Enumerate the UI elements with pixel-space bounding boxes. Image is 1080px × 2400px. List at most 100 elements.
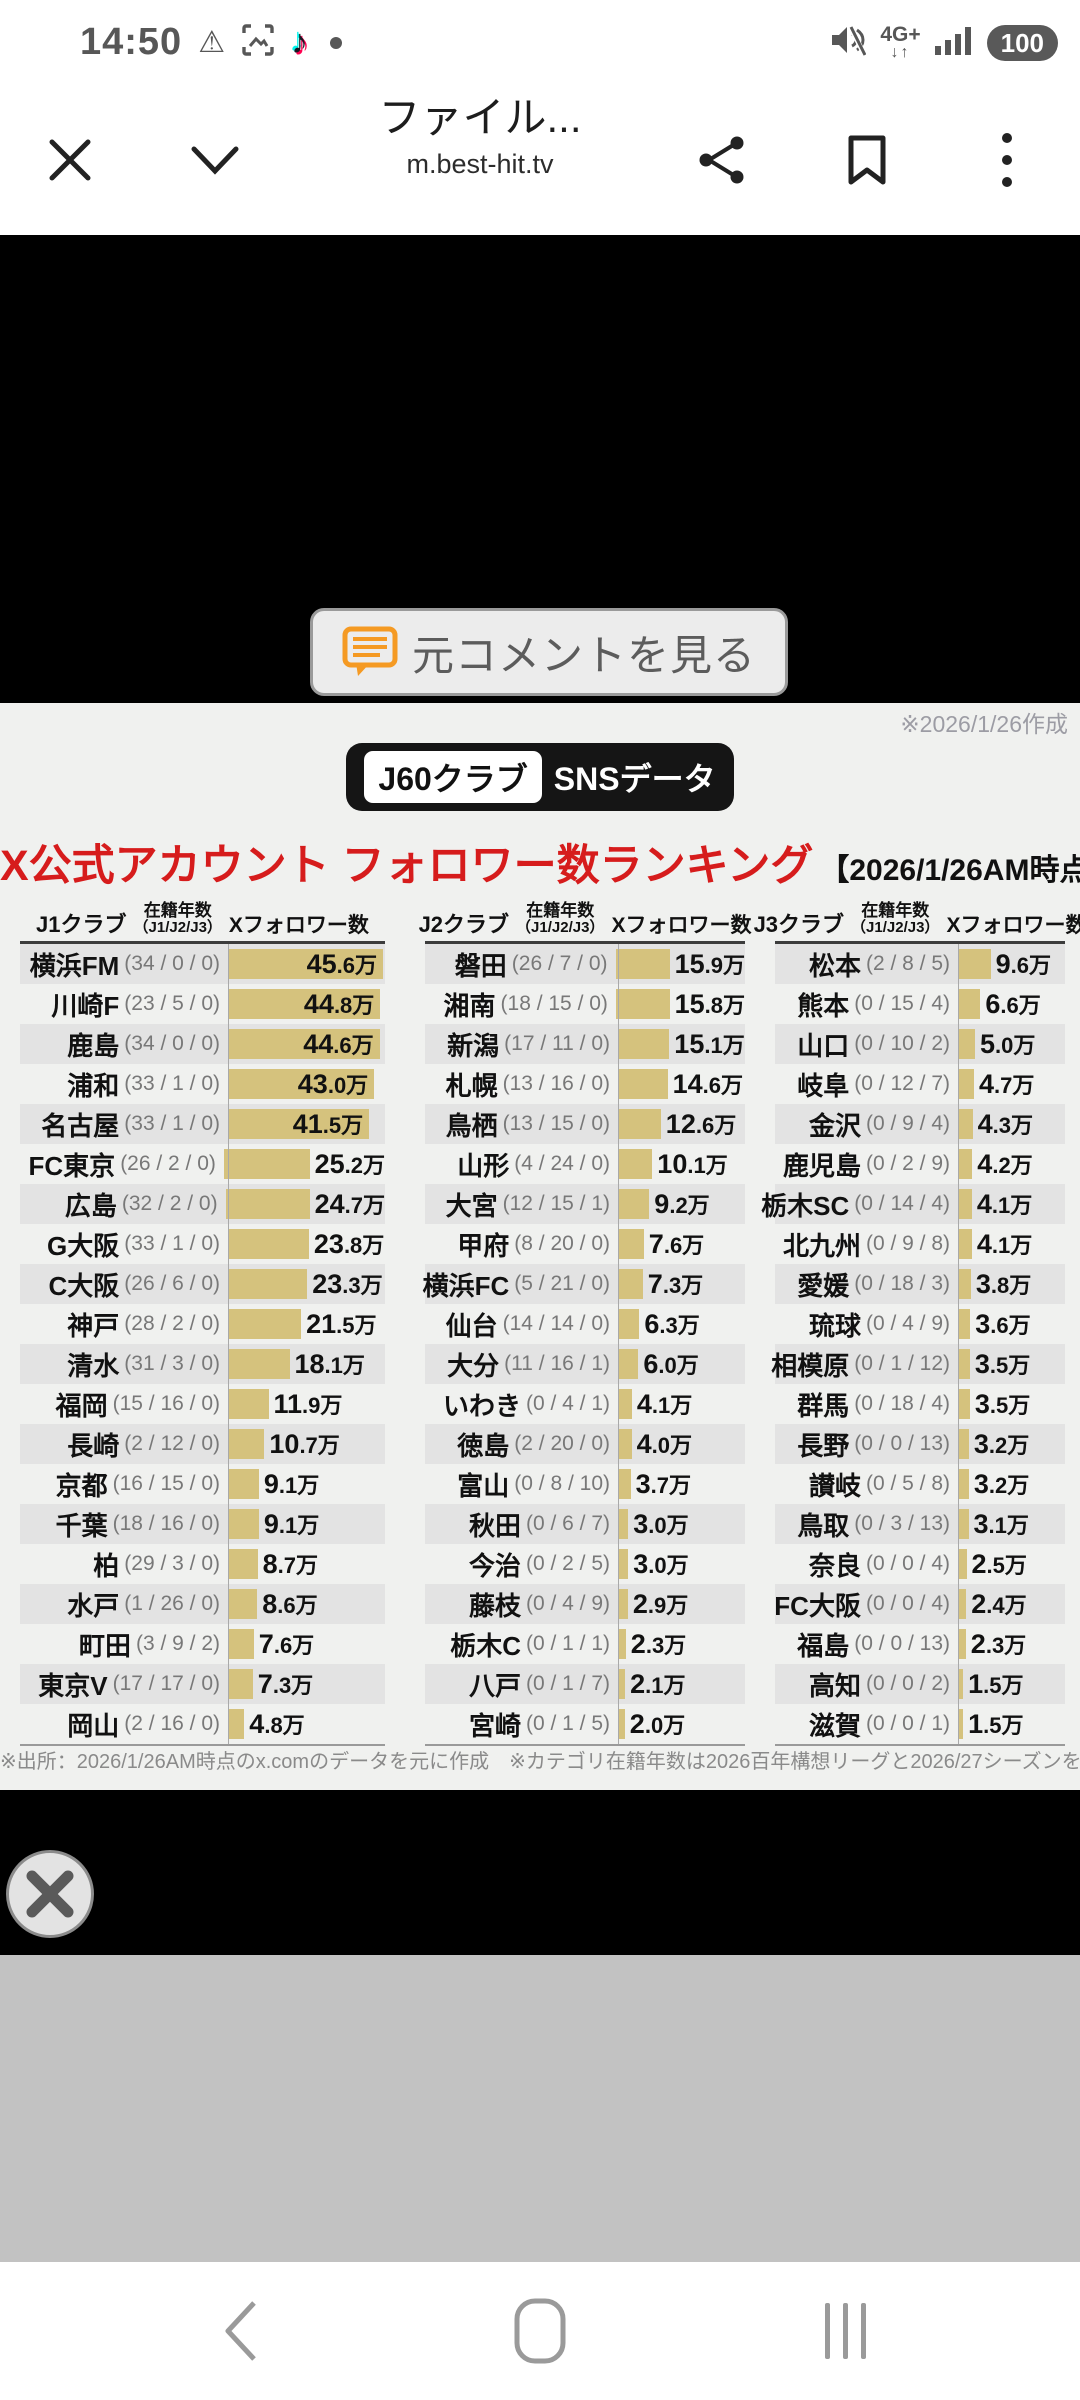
follower-bar-cell: 4.0万	[618, 1429, 745, 1459]
follower-count: 10.7万	[269, 1428, 340, 1459]
tenure-years: (18 / 15 / 0)	[500, 992, 608, 1015]
club-name: 相模原	[771, 1350, 850, 1381]
club-name: 千葉	[55, 1510, 108, 1541]
ranking-row: 愛媛 (0 / 18 / 3) 3.8万	[775, 1264, 1065, 1304]
follower-bar: 43.0万	[228, 1068, 375, 1099]
infographic: ※2026/1/26作成 J60クラブ SNSデータ X公式アカウント フォロワ…	[0, 703, 1080, 1790]
club-name: 山形	[457, 1150, 510, 1181]
screenshot-icon	[241, 23, 275, 62]
tenure-years: (33 / 1 / 0)	[124, 1072, 220, 1095]
club-cell: 秋田 (0 / 6 / 7)	[425, 1506, 618, 1543]
tenure-years: (0 / 0 / 1)	[865, 1712, 950, 1735]
badge-sns-label: SNSデータ	[553, 761, 716, 797]
club-name: 横浜FM	[29, 950, 120, 981]
club-cell: 甲府 (8 / 20 / 0)	[425, 1226, 618, 1263]
club-cell: いわき (0 / 4 / 1)	[425, 1386, 618, 1423]
bookmark-button[interactable]	[822, 85, 912, 235]
tenure-years: (2 / 8 / 5)	[865, 952, 950, 975]
follower-count: 45.6万	[306, 948, 377, 979]
ranking-row: 横浜FC (5 / 21 / 0) 7.3万	[423, 1264, 745, 1304]
tenure-years: (0 / 6 / 7)	[525, 1512, 610, 1535]
club-name: 富山	[457, 1470, 510, 1501]
lower-black-area	[0, 1790, 1080, 1955]
tenure-years: (11 / 16 / 1)	[504, 1352, 610, 1375]
app-header: ファイル... m.best-hit.tv	[0, 85, 1080, 235]
follower-bar-cell: 10.7万	[228, 1429, 385, 1459]
tenure-years: (0 / 2 / 9)	[865, 1152, 950, 1175]
nav-recents-button[interactable]	[785, 2262, 905, 2400]
club-cell: 札幌 (13 / 16 / 0)	[425, 1066, 618, 1103]
ranking-row: 横浜FM (34 / 0 / 0) 45.6万	[20, 944, 385, 984]
club-cell: 柏 (29 / 3 / 0)	[20, 1546, 228, 1583]
follower-count: 15.9万	[674, 948, 745, 979]
follower-bar-cell: 25.2万	[223, 1149, 385, 1179]
club-name: 群馬	[797, 1390, 850, 1421]
follower-count: 43.0万	[297, 1068, 369, 1099]
club-name: 広島	[64, 1190, 117, 1221]
close-button[interactable]	[30, 85, 110, 235]
follower-count: 6.6万	[985, 988, 1041, 1019]
follower-count: 4.7万	[979, 1068, 1035, 1099]
club-cell: 岡山 (2 / 16 / 0)	[20, 1706, 228, 1743]
follower-bar	[958, 1349, 970, 1379]
follower-count: 7.6万	[648, 1228, 705, 1259]
tenure-years: (26 / 2 / 0)	[120, 1152, 216, 1175]
club-name: 岐阜	[797, 1070, 850, 1101]
follower-bar	[618, 1629, 626, 1659]
club-cell: 松本 (2 / 8 / 5)	[775, 946, 958, 983]
follower-count: 2.1万	[630, 1668, 686, 1699]
ranking-row: 長崎 (2 / 12 / 0) 10.7万	[20, 1424, 385, 1464]
tenure-years: (0 / 18 / 4)	[854, 1392, 950, 1415]
follower-bar	[618, 1509, 629, 1539]
nav-home-button[interactable]	[480, 2262, 600, 2400]
club-cell: 藤枝 (0 / 4 / 9)	[425, 1586, 618, 1623]
ranking-row: 富山 (0 / 8 / 10) 3.7万	[425, 1464, 745, 1504]
follower-bar-cell: 11.9万	[228, 1389, 385, 1419]
tenure-years: (15 / 16 / 0)	[112, 1392, 220, 1415]
tenure-years: (28 / 2 / 0)	[124, 1312, 220, 1335]
tenure-years: (34 / 0 / 0)	[124, 952, 220, 975]
follower-bar	[958, 1469, 969, 1499]
follower-bar-cell: 8.7万	[228, 1549, 385, 1579]
nav-back-button[interactable]	[180, 2262, 300, 2400]
follower-bar-cell: 23.8万	[228, 1229, 385, 1259]
follower-count: 12.6万	[665, 1108, 737, 1139]
club-name: C大阪	[48, 1270, 120, 1301]
follower-bar	[618, 1189, 650, 1219]
tenure-years: (14 / 14 / 0)	[502, 1312, 610, 1335]
club-name: 磐田	[454, 950, 507, 981]
overflow-menu-button[interactable]	[962, 85, 1052, 235]
follower-count: 7.3万	[257, 1668, 314, 1699]
follower-bar-cell: 9.6万	[958, 949, 1065, 979]
club-cell: 八戸 (0 / 1 / 7)	[425, 1666, 618, 1703]
tenure-years: (2 / 12 / 0)	[124, 1432, 220, 1455]
collapse-button[interactable]	[175, 85, 255, 235]
follower-bar-cell: 9.1万	[228, 1469, 385, 1499]
follower-bar-cell: 14.6万	[618, 1069, 745, 1099]
club-cell: G大阪 (33 / 1 / 0)	[20, 1226, 228, 1263]
club-cell: 山形 (4 / 24 / 0)	[425, 1146, 618, 1183]
share-button[interactable]	[676, 85, 766, 235]
follower-count: 9.1万	[263, 1468, 320, 1499]
follower-count: 4.0万	[636, 1428, 692, 1459]
follower-bar	[228, 1549, 258, 1579]
ranking-row: 宮崎 (0 / 1 / 5) 2.0万	[425, 1704, 745, 1744]
club-name: G大阪	[47, 1230, 120, 1261]
club-cell: 大宮 (12 / 15 / 1)	[425, 1186, 618, 1223]
follower-bar-cell: 6.6万	[958, 989, 1065, 1019]
club-name: 北九州	[782, 1230, 861, 1261]
ranking-row: 鳥栖 (13 / 15 / 0) 12.6万	[425, 1104, 745, 1144]
club-name: 福島	[797, 1630, 850, 1661]
dismiss-overlay-button[interactable]	[6, 1850, 94, 1938]
follower-bar	[958, 1149, 973, 1179]
ranking-row: 徳島 (2 / 20 / 0) 4.0万	[425, 1424, 745, 1464]
club-name: 湘南	[443, 990, 496, 1021]
tenure-years: (8 / 20 / 0)	[514, 1232, 610, 1255]
view-comments-button[interactable]: 元コメントを見る	[310, 608, 788, 696]
follower-count: 23.8万	[313, 1228, 385, 1259]
years-header: 在籍年数 （J1/J2/J3）	[516, 901, 605, 937]
ranking-row: 鹿児島 (0 / 2 / 9) 4.2万	[775, 1144, 1065, 1184]
club-name: 高知	[808, 1670, 861, 1701]
follower-count: 3.6万	[975, 1308, 1031, 1339]
